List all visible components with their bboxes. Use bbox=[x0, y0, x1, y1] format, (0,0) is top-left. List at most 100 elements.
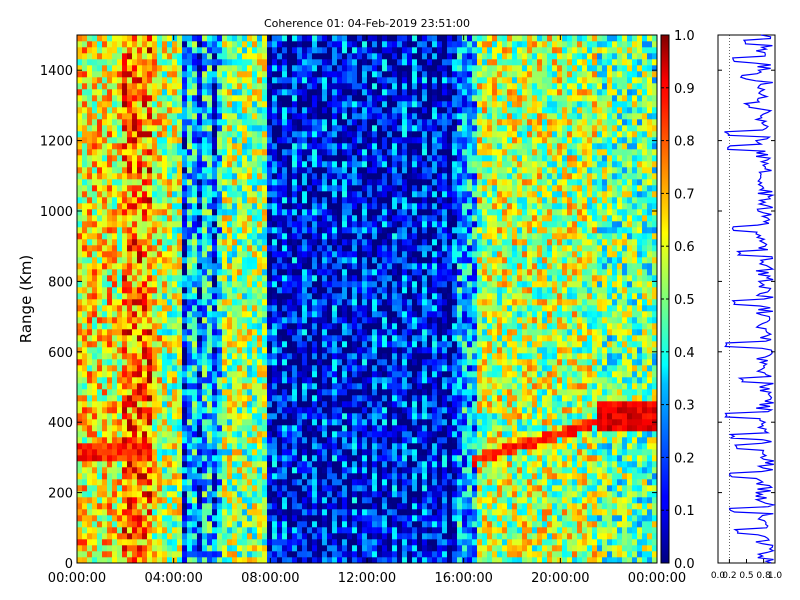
heatmap-cell bbox=[257, 521, 263, 528]
heatmap-cell bbox=[277, 533, 283, 540]
heatmap-cell bbox=[257, 233, 263, 240]
heatmap-cell bbox=[317, 143, 323, 150]
heatmap-cell bbox=[117, 377, 123, 384]
heatmap-cell bbox=[307, 101, 313, 108]
heatmap-cell bbox=[157, 401, 163, 408]
heatmap-cell bbox=[152, 425, 158, 432]
heatmap-cell bbox=[332, 293, 338, 300]
heatmap-cell bbox=[237, 479, 243, 486]
heatmap-cell bbox=[172, 83, 178, 90]
heatmap-cell bbox=[82, 95, 88, 102]
heatmap-cell bbox=[182, 185, 188, 192]
heatmap-cell bbox=[242, 35, 248, 42]
heatmap-cell bbox=[147, 503, 153, 510]
heatmap-cell bbox=[242, 257, 248, 264]
heatmap-cell bbox=[122, 89, 128, 96]
heatmap-cell bbox=[352, 515, 358, 522]
heatmap-cell bbox=[247, 71, 253, 78]
heatmap-cell bbox=[97, 179, 103, 186]
heatmap-cell bbox=[182, 59, 188, 66]
heatmap-cell bbox=[127, 425, 133, 432]
heatmap-cell bbox=[327, 89, 333, 96]
heatmap-cell bbox=[357, 401, 363, 408]
heatmap-cell bbox=[262, 461, 268, 468]
heatmap-cell bbox=[167, 347, 173, 354]
heatmap-cell bbox=[82, 437, 88, 444]
heatmap-cell bbox=[237, 329, 243, 336]
heatmap-cell bbox=[332, 89, 338, 96]
heatmap-cell bbox=[77, 479, 83, 486]
heatmap-cell bbox=[337, 413, 343, 420]
heatmap-cell bbox=[117, 197, 123, 204]
heatmap-cell bbox=[337, 509, 343, 516]
heatmap-cell bbox=[237, 527, 243, 534]
heatmap-cell bbox=[262, 53, 268, 60]
heatmap-cell bbox=[102, 473, 108, 480]
heatmap-cell bbox=[77, 413, 83, 420]
heatmap-cell bbox=[132, 383, 138, 390]
heatmap-cell bbox=[332, 515, 338, 522]
heatmap-cell bbox=[267, 197, 273, 204]
heatmap-cell bbox=[162, 143, 168, 150]
heatmap-cell bbox=[157, 371, 163, 378]
heatmap-cell bbox=[117, 95, 123, 102]
heatmap-cell bbox=[132, 323, 138, 330]
heatmap-cell bbox=[282, 515, 288, 522]
heatmap-cell bbox=[162, 113, 168, 120]
heatmap-cell bbox=[342, 455, 348, 462]
heatmap-cell bbox=[292, 203, 298, 210]
heatmap-cell bbox=[287, 59, 293, 66]
heatmap-cell bbox=[202, 497, 208, 504]
heatmap-cell bbox=[307, 539, 313, 546]
heatmap-cell bbox=[277, 221, 283, 228]
heatmap-cell bbox=[167, 83, 173, 90]
heatmap-cell bbox=[352, 449, 358, 456]
heatmap-cell bbox=[77, 251, 83, 258]
heatmap-cell bbox=[212, 455, 218, 462]
heatmap-cell bbox=[187, 443, 193, 450]
heatmap-cell bbox=[227, 221, 233, 228]
heatmap-cell bbox=[192, 377, 198, 384]
heatmap-cell bbox=[292, 491, 298, 498]
heatmap-cell bbox=[182, 299, 188, 306]
heatmap-cell bbox=[182, 509, 188, 516]
heatmap-cell bbox=[192, 269, 198, 276]
heatmap-cell bbox=[142, 239, 148, 246]
heatmap-cell bbox=[232, 461, 238, 468]
heatmap-cell bbox=[232, 263, 238, 270]
heatmap-cell bbox=[317, 65, 323, 72]
heatmap-cell bbox=[242, 179, 248, 186]
heatmap-cell bbox=[197, 539, 203, 546]
heatmap-cell bbox=[317, 167, 323, 174]
heatmap-cell bbox=[102, 41, 108, 48]
heatmap-cell bbox=[317, 251, 323, 258]
heatmap-cell bbox=[102, 377, 108, 384]
heatmap-cell bbox=[97, 473, 103, 480]
heatmap-cell bbox=[267, 437, 273, 444]
heatmap-cell bbox=[267, 539, 273, 546]
heatmap-cell bbox=[222, 245, 228, 252]
heatmap-cell bbox=[302, 539, 308, 546]
heatmap-cell bbox=[222, 407, 228, 414]
heatmap-cell bbox=[87, 197, 93, 204]
heatmap-cell bbox=[177, 323, 183, 330]
heatmap-cell bbox=[107, 167, 113, 174]
heatmap-cell bbox=[287, 245, 293, 252]
heatmap-cell bbox=[227, 407, 233, 414]
heatmap-cell bbox=[102, 437, 108, 444]
heatmap-cell bbox=[257, 179, 263, 186]
heatmap-cell bbox=[232, 221, 238, 228]
heatmap-cell bbox=[162, 485, 168, 492]
heatmap-cell bbox=[327, 545, 333, 552]
heatmap-cell bbox=[187, 197, 193, 204]
heatmap-cell bbox=[222, 305, 228, 312]
heatmap-cell bbox=[102, 407, 108, 414]
heatmap-cell bbox=[157, 515, 163, 522]
heatmap-cell bbox=[132, 377, 138, 384]
heatmap-cell bbox=[117, 119, 123, 126]
heatmap-cell bbox=[187, 251, 193, 258]
heatmap-cell bbox=[202, 251, 208, 258]
heatmap-cell bbox=[92, 395, 98, 402]
heatmap-cell bbox=[162, 203, 168, 210]
heatmap-cell bbox=[172, 203, 178, 210]
